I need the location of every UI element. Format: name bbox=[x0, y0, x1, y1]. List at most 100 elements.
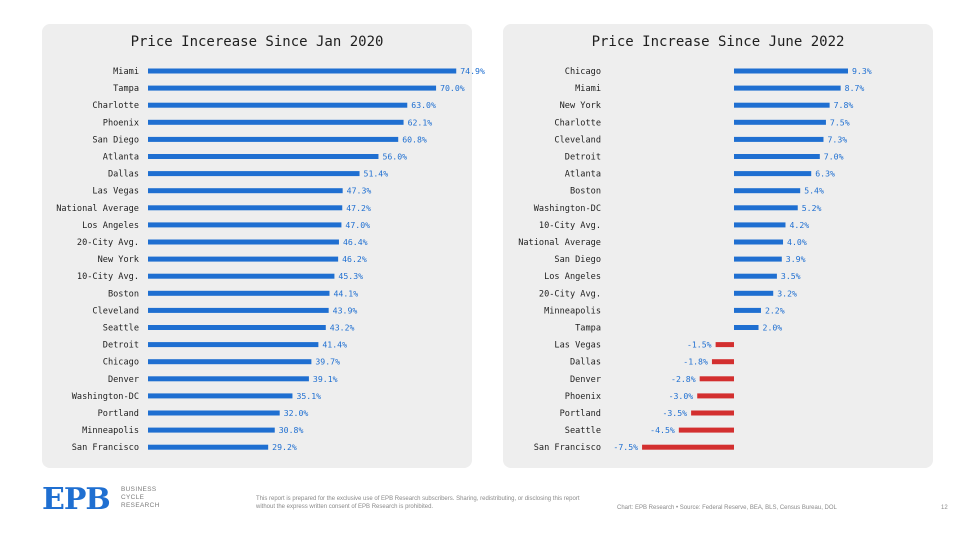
value-label: -3.0% bbox=[669, 391, 694, 401]
value-label: 29.2% bbox=[272, 442, 297, 452]
category-label: Portland bbox=[98, 409, 139, 419]
bar bbox=[148, 222, 342, 228]
category-label: Charlotte bbox=[92, 101, 139, 111]
bar bbox=[734, 68, 848, 74]
bar bbox=[148, 410, 280, 416]
value-label: -1.5% bbox=[687, 340, 712, 350]
category-label: San Francisco bbox=[534, 443, 601, 453]
category-label: National Average bbox=[518, 238, 601, 248]
bar bbox=[148, 188, 343, 194]
bar bbox=[734, 307, 761, 313]
value-label: 56.0% bbox=[382, 152, 407, 162]
category-label: Seattle bbox=[565, 426, 601, 436]
category-label: Las Vegas bbox=[92, 187, 139, 197]
value-label: 3.2% bbox=[777, 288, 797, 298]
bar bbox=[148, 136, 399, 142]
category-label: Tampa bbox=[575, 324, 601, 334]
epb-logo: EPB bbox=[42, 482, 111, 517]
bar bbox=[734, 119, 826, 125]
bar bbox=[148, 290, 330, 296]
bar bbox=[734, 171, 812, 177]
value-label: 47.0% bbox=[345, 220, 370, 230]
bar bbox=[734, 136, 824, 142]
category-label: Tampa bbox=[113, 84, 139, 94]
value-label: 4.0% bbox=[787, 237, 807, 247]
category-label: Phoenix bbox=[103, 118, 139, 128]
value-label: 7.3% bbox=[827, 134, 847, 144]
bar bbox=[699, 376, 734, 382]
value-label: 39.7% bbox=[315, 357, 340, 367]
value-label: 45.3% bbox=[338, 271, 363, 281]
value-label: 43.9% bbox=[333, 305, 358, 315]
value-label: -1.8% bbox=[683, 357, 708, 367]
category-label: Las Vegas bbox=[554, 341, 601, 351]
category-label: Washington-DC bbox=[72, 392, 139, 402]
category-label: Charlotte bbox=[554, 118, 601, 128]
value-label: 9.3% bbox=[852, 66, 872, 76]
bar bbox=[734, 273, 777, 279]
logo-subtitle: BUSINESS CYCLE RESEARCH bbox=[121, 486, 160, 510]
value-label: 70.0% bbox=[440, 83, 465, 93]
category-label: Phoenix bbox=[565, 392, 601, 402]
value-label: -4.5% bbox=[650, 425, 675, 435]
bar bbox=[734, 205, 798, 211]
bar bbox=[734, 256, 782, 262]
category-label: 20-City Avg. bbox=[77, 238, 139, 248]
value-label: 41.4% bbox=[322, 340, 347, 350]
bar bbox=[734, 154, 820, 159]
bar bbox=[148, 171, 360, 177]
bar bbox=[734, 239, 784, 245]
value-label: 44.1% bbox=[333, 288, 358, 298]
value-label: 7.0% bbox=[824, 152, 844, 162]
bar bbox=[691, 410, 734, 416]
value-label: 43.2% bbox=[330, 323, 355, 333]
value-label: -2.8% bbox=[671, 374, 696, 384]
value-label: 46.2% bbox=[342, 254, 367, 264]
bar bbox=[148, 393, 293, 399]
bar bbox=[148, 256, 339, 262]
value-label: 47.2% bbox=[346, 203, 371, 213]
category-label: Minneapolis bbox=[82, 426, 139, 436]
value-label: 60.8% bbox=[402, 134, 427, 144]
value-label: 51.4% bbox=[364, 169, 389, 179]
bar bbox=[148, 444, 269, 450]
bar bbox=[734, 102, 830, 108]
value-label: -3.5% bbox=[662, 408, 687, 418]
right-chart-panel: Price Increase Since June 2022 Chicago 9.… bbox=[503, 24, 933, 468]
bar bbox=[734, 325, 759, 330]
bar bbox=[678, 427, 734, 433]
category-label: National Average bbox=[56, 204, 139, 214]
value-label: 5.4% bbox=[804, 186, 824, 196]
value-label: 35.1% bbox=[296, 391, 321, 401]
category-label: Dallas bbox=[570, 358, 601, 368]
category-label: Miami bbox=[113, 67, 139, 77]
bar bbox=[148, 154, 379, 159]
value-label: 47.3% bbox=[347, 186, 372, 196]
bar bbox=[148, 239, 339, 245]
footer: EPB BUSINESS CYCLE RESEARCH This report … bbox=[0, 480, 975, 540]
category-label: New York bbox=[98, 255, 140, 265]
category-label: Chicago bbox=[565, 67, 601, 77]
category-label: Detroit bbox=[565, 153, 601, 163]
bar bbox=[711, 359, 734, 365]
category-label: Seattle bbox=[103, 324, 139, 334]
category-label: Minneapolis bbox=[544, 306, 601, 316]
category-label: Atlanta bbox=[565, 170, 601, 180]
logo-sub-line: CYCLE bbox=[121, 494, 145, 501]
category-label: Cleveland bbox=[554, 135, 601, 145]
value-label: 3.5% bbox=[781, 271, 801, 281]
category-label: San Diego bbox=[554, 255, 601, 265]
left-chart-title: Price Incerease Since Jan 2020 bbox=[130, 34, 384, 50]
bar bbox=[697, 393, 734, 399]
bar bbox=[148, 342, 319, 348]
bar bbox=[148, 359, 312, 365]
value-label: 2.2% bbox=[765, 305, 785, 315]
bar bbox=[148, 325, 326, 330]
bar bbox=[148, 102, 408, 108]
category-label: Dallas bbox=[108, 170, 139, 180]
value-label: 2.0% bbox=[763, 323, 783, 333]
value-label: 8.7% bbox=[845, 83, 865, 93]
value-label: 6.3% bbox=[815, 169, 835, 179]
bar bbox=[148, 273, 335, 279]
category-label: Boston bbox=[108, 289, 139, 299]
